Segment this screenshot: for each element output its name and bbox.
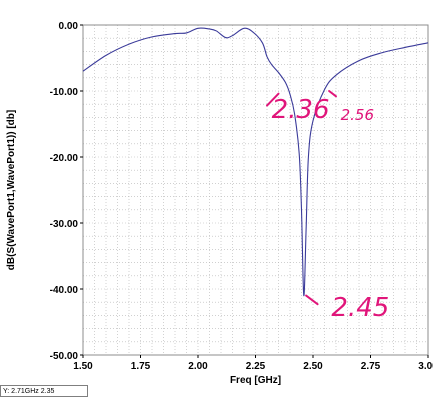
y-tick-label: -40.00 bbox=[50, 285, 79, 296]
handwritten-annotations: 2.36 2.56 2.45 bbox=[266, 90, 389, 323]
annotation-pointer-stroke bbox=[305, 294, 319, 306]
x-tick-label: 2.50 bbox=[303, 361, 323, 372]
annotation-label: 2.56 bbox=[341, 106, 374, 124]
x-tick-label: 2.75 bbox=[361, 361, 381, 372]
x-tick-label: 2.25 bbox=[246, 361, 266, 372]
annotation-label: 2.45 bbox=[331, 293, 389, 323]
y-axis-ticks: 0.00 -10.00 -20.00 -30.00 -40.00 -50.00 bbox=[50, 21, 83, 362]
annotation-pointer-stroke bbox=[266, 92, 280, 107]
y-tick-label: 0.00 bbox=[59, 21, 79, 32]
x-axis-ticks: 1.50 1.75 2.00 2.25 2.50 2.75 3.00 bbox=[73, 355, 433, 372]
x-tick-label: 2.00 bbox=[188, 361, 208, 372]
annotation-label: 2.36 bbox=[272, 95, 330, 125]
y-tick-label: -30.00 bbox=[50, 219, 79, 230]
cursor-readout: Y: 2.71GHz 2.35 bbox=[0, 385, 88, 397]
y-tick-label: -50.00 bbox=[50, 351, 79, 362]
y-tick-label: -10.00 bbox=[50, 87, 79, 98]
y-axis-label: dB(S(WavePort1,WavePort1)) [db] bbox=[6, 110, 17, 270]
grid-lines bbox=[82, 24, 429, 356]
x-tick-label: 1.50 bbox=[73, 361, 93, 372]
s11-curve bbox=[82, 27, 429, 297]
annotation-pointer-stroke bbox=[328, 90, 337, 98]
y-tick-label: -20.00 bbox=[50, 153, 79, 164]
x-tick-label: 1.75 bbox=[131, 361, 151, 372]
x-axis-label: Freq [GHz] bbox=[230, 375, 281, 386]
x-tick-label: 3.00 bbox=[418, 361, 433, 372]
